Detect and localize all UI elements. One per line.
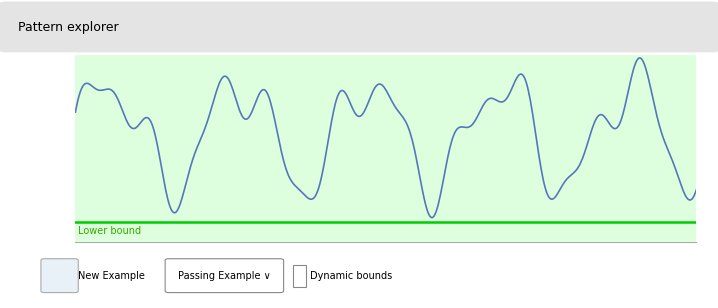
FancyBboxPatch shape [41,259,78,293]
Text: New Example: New Example [78,271,144,281]
Text: Lower bound: Lower bound [78,226,141,236]
Text: Passing Example ∨: Passing Example ∨ [177,271,271,281]
Text: Pattern explorer: Pattern explorer [18,21,118,34]
FancyBboxPatch shape [165,259,284,293]
Bar [293,265,306,287]
FancyBboxPatch shape [0,2,718,52]
Text: Dynamic bounds: Dynamic bounds [310,271,393,281]
